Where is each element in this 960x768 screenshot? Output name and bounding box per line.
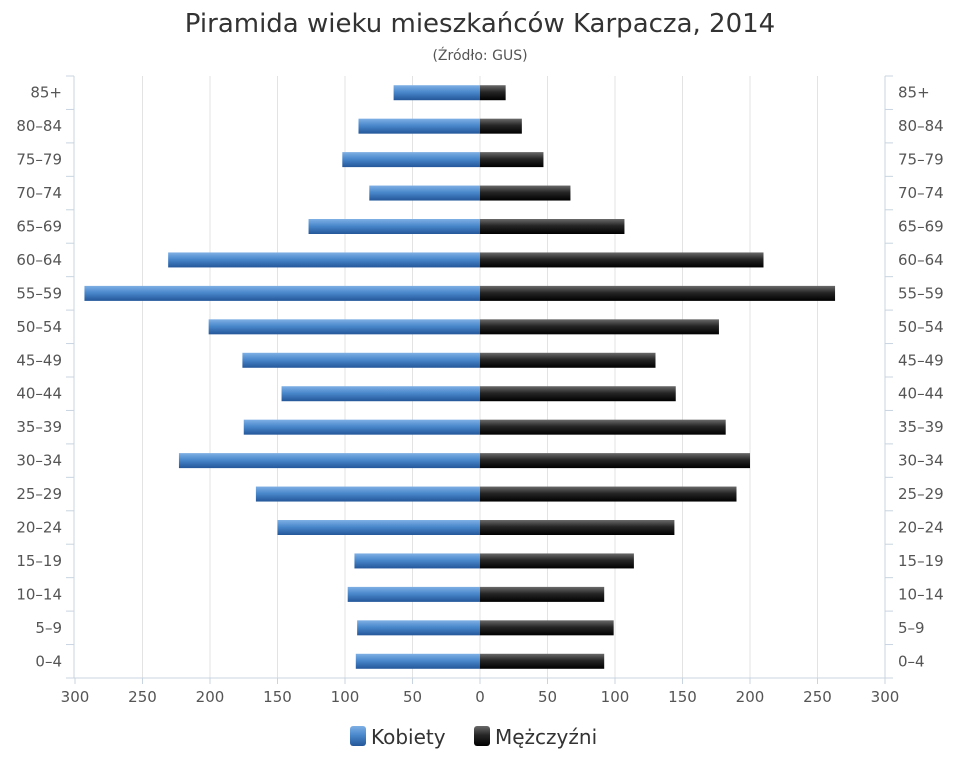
y-tick-label-right-9: 40–44 [898, 385, 944, 403]
tick-labels: 85+ 85+ 80–84 80–84 75–79 75–79 70–74 70–74 65–6… [16, 84, 943, 706]
y-tick-label-left-9: 40–44 [16, 385, 62, 403]
x-tick-label-2: 200 [196, 688, 225, 706]
bar-mezczyzni-10[interactable] [480, 419, 726, 435]
y-tick-label-left-15: 10–14 [16, 585, 62, 603]
bar-mezczyzni-1[interactable] [480, 118, 522, 134]
y-tick-label-right-10: 35–39 [898, 418, 944, 436]
bar-kobiety-16[interactable] [357, 620, 480, 636]
y-tick-label-left-4: 65–69 [16, 218, 62, 236]
legend[interactable]: Kobiety Mężczyźni [350, 725, 597, 749]
y-tick-label-left-14: 15–19 [16, 552, 62, 570]
legend-label-kobiety[interactable]: Kobiety [371, 725, 446, 749]
y-tick-label-left-16: 5–9 [35, 619, 62, 637]
chart-subtitle: (Źródło: GUS) [432, 46, 527, 64]
x-tick-label-11: 250 [803, 688, 832, 706]
bar-mezczyzni-12[interactable] [480, 486, 737, 502]
bar-mezczyzni-6[interactable] [480, 285, 836, 301]
y-tick-label-left-13: 20–24 [16, 519, 62, 537]
y-tick-label-right-14: 15–19 [898, 552, 944, 570]
y-tick-label-right-11: 30–34 [898, 452, 944, 470]
y-tick-label-left-11: 30–34 [16, 452, 62, 470]
bar-mezczyzni-16[interactable] [480, 620, 614, 636]
bar-kobiety-8[interactable] [242, 352, 480, 368]
x-tick-label-8: 100 [601, 688, 630, 706]
legend-swatch-kobiety[interactable] [350, 726, 366, 746]
bar-kobiety-2[interactable] [342, 152, 480, 168]
y-tick-label-left-12: 25–29 [16, 485, 62, 503]
y-tick-label-left-10: 35–39 [16, 418, 62, 436]
y-tick-label-left-0: 85+ [30, 84, 62, 102]
x-tick-label-7: 50 [538, 688, 557, 706]
bar-mezczyzni-5[interactable] [480, 252, 764, 268]
bar-kobiety-14[interactable] [354, 553, 480, 569]
y-tick-label-right-2: 75–79 [898, 151, 944, 169]
y-tick-label-right-5: 60–64 [898, 251, 944, 269]
bar-kobiety-17[interactable] [355, 653, 480, 669]
y-tick-label-right-17: 0–4 [898, 652, 925, 670]
bar-mezczyzni-13[interactable] [480, 520, 675, 535]
y-tick-label-right-3: 70–74 [898, 184, 944, 202]
x-tick-label-5: 50 [403, 688, 422, 706]
bars [84, 85, 836, 669]
axes [66, 75, 893, 684]
legend-swatch-mezczyzni[interactable] [474, 726, 490, 746]
bar-mezczyzni-7[interactable] [480, 319, 719, 335]
legend-label-mezczyzni[interactable]: Mężczyźni [495, 725, 597, 749]
y-tick-label-right-13: 20–24 [898, 519, 944, 537]
bar-mezczyzni-8[interactable] [480, 352, 656, 368]
x-tick-label-6: 0 [475, 688, 485, 706]
y-tick-label-right-12: 25–29 [898, 485, 944, 503]
bar-mezczyzni-4[interactable] [480, 219, 625, 234]
bar-mezczyzni-15[interactable] [480, 586, 605, 602]
bar-kobiety-10[interactable] [243, 419, 480, 435]
y-tick-label-right-0: 85+ [898, 84, 930, 102]
bar-kobiety-4[interactable] [308, 219, 480, 234]
y-tick-label-right-1: 80–84 [898, 117, 944, 135]
y-tick-label-right-16: 5–9 [898, 619, 925, 637]
bar-mezczyzni-14[interactable] [480, 553, 634, 569]
y-tick-label-left-17: 0–4 [35, 652, 62, 670]
bar-kobiety-6[interactable] [84, 285, 480, 301]
bar-kobiety-3[interactable] [369, 185, 480, 201]
bar-kobiety-5[interactable] [168, 252, 480, 268]
y-tick-label-left-8: 45–49 [16, 351, 62, 369]
x-tick-label-10: 200 [736, 688, 765, 706]
x-tick-label-9: 150 [668, 688, 697, 706]
bar-mezczyzni-2[interactable] [480, 152, 544, 168]
bar-mezczyzni-0[interactable] [480, 85, 506, 101]
bar-kobiety-12[interactable] [255, 486, 480, 502]
x-tick-label-12: 300 [871, 688, 900, 706]
x-tick-label-4: 100 [331, 688, 360, 706]
y-tick-label-left-1: 80–84 [16, 117, 62, 135]
y-tick-label-right-15: 10–14 [898, 585, 944, 603]
bar-kobiety-1[interactable] [358, 118, 481, 134]
y-tick-label-right-4: 65–69 [898, 218, 944, 236]
grid-lines [142, 76, 818, 678]
x-tick-label-3: 150 [263, 688, 292, 706]
bar-mezczyzni-17[interactable] [480, 653, 605, 669]
bar-kobiety-13[interactable] [277, 520, 481, 535]
y-tick-label-right-7: 50–54 [898, 318, 944, 336]
bar-kobiety-9[interactable] [281, 386, 480, 402]
bar-kobiety-15[interactable] [347, 586, 480, 602]
x-tick-label-1: 250 [128, 688, 157, 706]
bar-mezczyzni-3[interactable] [480, 185, 571, 201]
bar-kobiety-7[interactable] [208, 319, 480, 335]
bar-kobiety-0[interactable] [393, 85, 480, 101]
x-tick-label-0: 300 [61, 688, 90, 706]
y-tick-label-left-6: 55–59 [16, 284, 62, 302]
y-tick-label-right-8: 45–49 [898, 351, 944, 369]
bar-kobiety-11[interactable] [178, 453, 480, 469]
y-tick-label-left-7: 50–54 [16, 318, 62, 336]
y-tick-label-left-5: 60–64 [16, 251, 62, 269]
y-tick-label-left-3: 70–74 [16, 184, 62, 202]
chart-title: Piramida wieku mieszkańców Karpacza, 201… [185, 9, 775, 39]
y-tick-label-left-2: 75–79 [16, 151, 62, 169]
bar-mezczyzni-11[interactable] [480, 453, 750, 469]
y-tick-label-right-6: 55–59 [898, 284, 944, 302]
bar-mezczyzni-9[interactable] [480, 386, 676, 402]
